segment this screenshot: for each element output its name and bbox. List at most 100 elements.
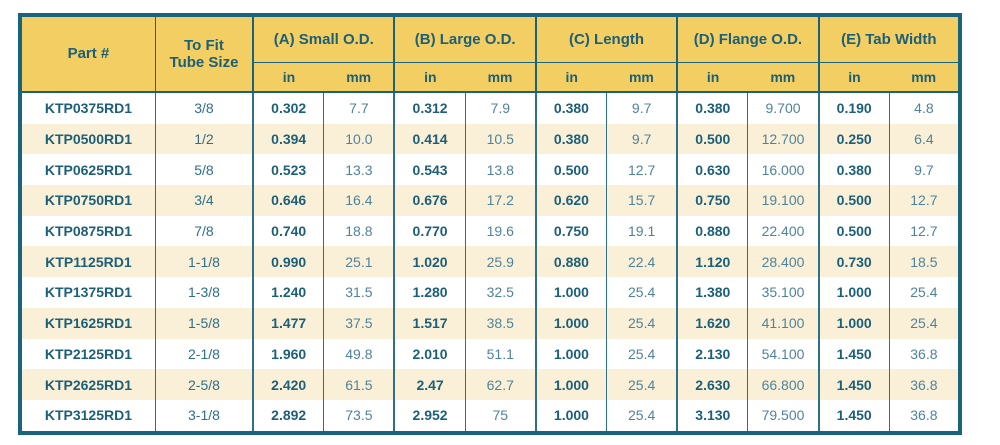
column-header-flange-od: (D) Flange O.D. — [676, 15, 819, 63]
cell-tab-width-mm: 25.4 — [888, 307, 960, 339]
table-row: KTP3125RD1 3-1/8 2.892 73.5 2.952 75 1.0… — [20, 399, 960, 433]
unit-header-mm: mm — [606, 62, 678, 93]
cell-large-od-mm: 25.9 — [464, 246, 536, 278]
cell-tube-size: 2-5/8 — [154, 369, 254, 400]
cell-length-mm: 15.7 — [606, 185, 678, 216]
cell-length-in: 0.620 — [534, 185, 607, 216]
unit-header-mm: mm — [323, 62, 395, 93]
cell-tube-size: 7/8 — [154, 215, 254, 247]
table-row: KTP2625RD1 2-5/8 2.420 61.5 2.47 62.7 1.… — [20, 369, 960, 400]
cell-tube-size: 3/8 — [154, 92, 254, 124]
cell-tab-width-in: 0.250 — [817, 123, 890, 155]
cell-part-number: KTP1625RD1 — [20, 307, 156, 339]
cell-tab-width-mm: 36.8 — [888, 338, 960, 370]
cell-length-in: 0.750 — [534, 215, 607, 247]
cell-length-mm: 25.4 — [606, 338, 678, 370]
tube-size-label-line2: Tube Size — [169, 54, 239, 71]
table-row: KTP1125RD1 1-1/8 0.990 25.1 1.020 25.9 0… — [20, 246, 960, 278]
cell-length-mm: 25.4 — [606, 307, 678, 339]
cell-tab-width-in: 0.190 — [817, 92, 890, 124]
cell-small-od-mm: 16.4 — [323, 185, 395, 216]
cell-flange-od-in: 2.130 — [676, 338, 748, 370]
cell-large-od-mm: 75 — [464, 399, 536, 433]
column-header-tab-width: (E) Tab Width — [817, 15, 960, 63]
cell-flange-od-in: 3.130 — [676, 399, 748, 433]
cell-small-od-in: 0.646 — [252, 185, 324, 216]
cell-tube-size: 2-1/8 — [154, 338, 254, 370]
table-row: KTP0375RD1 3/8 0.302 7.7 0.312 7.9 0.380… — [20, 92, 960, 124]
cell-length-mm: 25.4 — [606, 277, 678, 308]
table-body: KTP0375RD1 3/8 0.302 7.7 0.312 7.9 0.380… — [20, 92, 960, 433]
table-row: KTP1375RD1 1-3/8 1.240 31.5 1.280 32.5 1… — [20, 277, 960, 308]
cell-length-in: 1.000 — [534, 369, 607, 400]
cell-tab-width-in: 1.450 — [817, 338, 890, 370]
cell-flange-od-in: 0.380 — [676, 92, 748, 124]
cell-large-od-mm: 51.1 — [464, 338, 536, 370]
tube-spec-table: Part # To Fit Tube Size (A) Small O.D. (… — [18, 13, 962, 435]
cell-tab-width-in: 0.730 — [817, 246, 890, 278]
header-unit-row: in mm in mm in mm in mm in mm — [20, 62, 960, 93]
cell-tab-width-in: 1.450 — [817, 369, 890, 400]
cell-tube-size: 3/4 — [154, 185, 254, 216]
cell-small-od-in: 0.523 — [252, 154, 324, 186]
cell-flange-od-mm: 22.400 — [747, 215, 819, 247]
table-header: Part # To Fit Tube Size (A) Small O.D. (… — [20, 15, 960, 93]
unit-header-in: in — [817, 62, 890, 93]
cell-small-od-in: 0.990 — [252, 246, 324, 278]
cell-part-number: KTP1375RD1 — [20, 277, 156, 308]
cell-part-number: KTP2125RD1 — [20, 338, 156, 370]
table-row: KTP2125RD1 2-1/8 1.960 49.8 2.010 51.1 1… — [20, 338, 960, 370]
cell-tab-width-in: 1.000 — [817, 277, 890, 308]
cell-flange-od-mm: 79.500 — [747, 399, 819, 433]
cell-tab-width-mm: 36.8 — [888, 399, 960, 433]
cell-small-od-in: 2.892 — [252, 399, 324, 433]
cell-flange-od-mm: 35.100 — [747, 277, 819, 308]
cell-flange-od-in: 2.630 — [676, 369, 748, 400]
column-header-small-od: (A) Small O.D. — [252, 15, 395, 63]
cell-large-od-in: 0.543 — [393, 154, 466, 186]
cell-large-od-in: 1.020 — [393, 246, 466, 278]
cell-small-od-in: 1.240 — [252, 277, 324, 308]
cell-small-od-mm: 37.5 — [323, 307, 395, 339]
cell-small-od-mm: 61.5 — [323, 369, 395, 400]
cell-flange-od-mm: 19.100 — [747, 185, 819, 216]
cell-small-od-in: 1.960 — [252, 338, 324, 370]
cell-large-od-in: 2.010 — [393, 338, 466, 370]
cell-small-od-mm: 25.1 — [323, 246, 395, 278]
tube-size-label-line1: To Fit — [184, 36, 224, 54]
cell-length-mm: 9.7 — [606, 123, 678, 155]
cell-large-od-in: 1.517 — [393, 307, 466, 339]
unit-header-in: in — [534, 62, 607, 93]
cell-tube-size: 1-3/8 — [154, 277, 254, 308]
cell-small-od-mm: 18.8 — [323, 215, 395, 247]
cell-length-in: 1.000 — [534, 277, 607, 308]
cell-part-number: KTP0375RD1 — [20, 92, 156, 124]
cell-flange-od-mm: 41.100 — [747, 307, 819, 339]
cell-small-od-in: 0.740 — [252, 215, 324, 247]
cell-flange-od-in: 0.880 — [676, 215, 748, 247]
cell-large-od-in: 1.280 — [393, 277, 466, 308]
cell-tube-size: 1-5/8 — [154, 307, 254, 339]
cell-flange-od-mm: 12.700 — [747, 123, 819, 155]
cell-tab-width-mm: 12.7 — [888, 185, 960, 216]
cell-large-od-mm: 13.8 — [464, 154, 536, 186]
cell-tab-width-in: 0.380 — [817, 154, 890, 186]
cell-tube-size: 3-1/8 — [154, 399, 254, 433]
cell-length-mm: 12.7 — [606, 154, 678, 186]
cell-length-mm: 25.4 — [606, 399, 678, 433]
cell-length-mm: 25.4 — [606, 369, 678, 400]
cell-tab-width-mm: 6.4 — [888, 123, 960, 155]
cell-flange-od-mm: 54.100 — [747, 338, 819, 370]
cell-length-mm: 9.7 — [606, 92, 678, 124]
cell-length-in: 1.000 — [534, 338, 607, 370]
cell-small-od-in: 2.420 — [252, 369, 324, 400]
cell-tab-width-in: 0.500 — [817, 215, 890, 247]
cell-tab-width-mm: 18.5 — [888, 246, 960, 278]
table-row: KTP0750RD1 3/4 0.646 16.4 0.676 17.2 0.6… — [20, 185, 960, 216]
cell-length-in: 1.000 — [534, 399, 607, 433]
cell-part-number: KTP1125RD1 — [20, 246, 156, 278]
cell-small-od-mm: 31.5 — [323, 277, 395, 308]
cell-large-od-mm: 38.5 — [464, 307, 536, 339]
column-header-tube-size: To Fit Tube Size — [154, 15, 254, 93]
